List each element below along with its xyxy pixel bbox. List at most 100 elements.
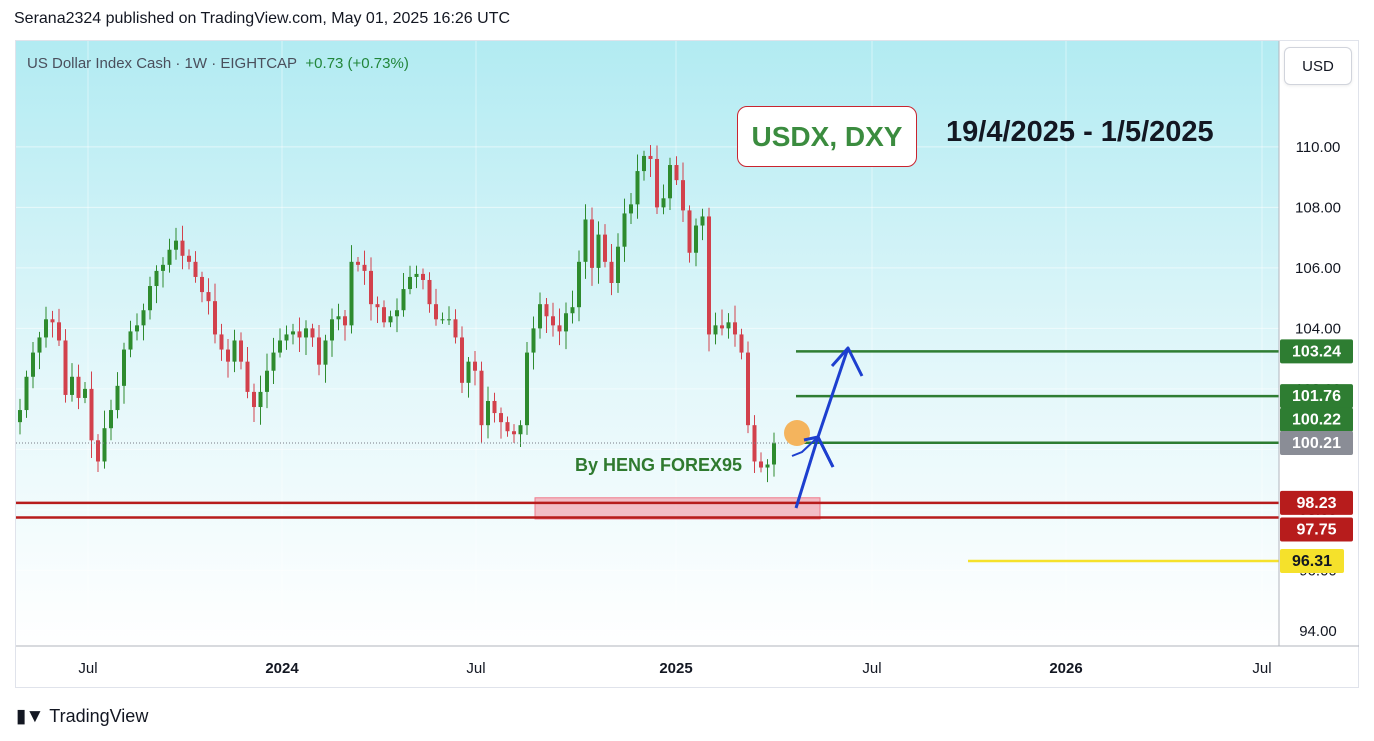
candle-body xyxy=(460,337,464,383)
time-tick-label: 2025 xyxy=(659,660,692,677)
candle-body xyxy=(323,340,328,365)
candle-body xyxy=(200,276,204,293)
candle-body xyxy=(174,240,178,250)
candle-body xyxy=(89,388,94,441)
candle-body xyxy=(18,410,22,423)
candle-body xyxy=(180,240,185,256)
candle-body xyxy=(512,431,516,435)
candle-body xyxy=(70,376,74,395)
chart-annotation-title: USDX, DXY xyxy=(737,106,917,167)
level-label-bg xyxy=(1280,548,1344,573)
candle-body xyxy=(486,400,490,426)
candle-body xyxy=(128,331,133,350)
candle-body xyxy=(453,319,458,338)
candle-body xyxy=(668,165,672,199)
candle-body xyxy=(57,322,61,341)
candle-body xyxy=(720,325,724,329)
candle-body xyxy=(265,370,269,392)
level-label-bg xyxy=(1280,339,1353,364)
candle-body xyxy=(447,319,451,321)
candle-body xyxy=(622,213,627,247)
brand-name: TradingView xyxy=(49,706,149,726)
candle-body xyxy=(596,234,601,268)
candle-body xyxy=(674,165,679,181)
candle-body xyxy=(193,261,198,277)
level-label-bg xyxy=(1280,490,1353,515)
candle-body xyxy=(226,349,230,362)
time-axis[interactable]: Jul 2024 Jul 2025 Jul 2026 Jul xyxy=(78,660,1271,677)
candle-body xyxy=(401,289,406,311)
candle-body xyxy=(96,440,100,462)
symbol-info[interactable]: US Dollar Index Cash · 1W · EIGHTCAP +0.… xyxy=(27,55,409,72)
candle-body xyxy=(187,255,191,262)
candle-body xyxy=(544,304,549,317)
candle-body xyxy=(50,319,55,323)
candle-body xyxy=(37,337,42,353)
currency-button[interactable]: USD xyxy=(1284,47,1352,85)
candle-body xyxy=(219,334,224,350)
candle-body xyxy=(408,276,412,290)
level-label-bg xyxy=(1280,517,1353,542)
candle-body xyxy=(538,304,542,329)
candle-body xyxy=(557,325,562,332)
candle-body xyxy=(388,316,393,323)
candle-body xyxy=(284,334,289,341)
level-label: 98.23 xyxy=(1296,495,1336,512)
candle-body xyxy=(271,352,276,371)
footer-brand[interactable]: ▮▼ TradingView xyxy=(16,705,148,728)
candle-body xyxy=(310,328,315,338)
chart-frame xyxy=(15,40,1359,688)
level-label-bg xyxy=(1280,384,1353,409)
level-labels: 103.24 101.76 100.22 100.21 98.23 97.75 96.31 xyxy=(1280,339,1353,573)
candle-body xyxy=(590,219,594,268)
support-zone-rect xyxy=(534,497,821,520)
price-tick-label: 94.00 xyxy=(1299,623,1337,640)
author-annotation: By HENG FOREX95 xyxy=(575,455,743,475)
symbol-name: US Dollar Index Cash · 1W · EIGHTCAP xyxy=(27,55,298,72)
candle-body xyxy=(603,234,607,262)
candle-body xyxy=(161,264,165,271)
candle-body xyxy=(427,279,432,305)
date-range-annotation: 19/4/2025 - 1/5/2025 xyxy=(946,116,1214,148)
candle-body xyxy=(258,391,263,408)
candle-body xyxy=(232,340,237,362)
level-label: 96.31 xyxy=(1292,553,1332,570)
level-label: 100.21 xyxy=(1292,435,1341,452)
candle-body xyxy=(525,352,529,426)
candle-body xyxy=(135,325,139,332)
price-tick-label: 104.00 xyxy=(1295,320,1341,337)
candle-body xyxy=(154,270,159,287)
level-label: 103.24 xyxy=(1292,343,1341,360)
candle-body xyxy=(278,340,282,353)
candle-body xyxy=(343,316,347,326)
candle-body xyxy=(63,340,68,395)
candle-body xyxy=(726,322,731,329)
candle-body xyxy=(661,198,666,208)
candle-body xyxy=(564,313,568,332)
candle-body xyxy=(687,210,692,253)
candle-body xyxy=(356,261,360,265)
level-label-bg xyxy=(1280,431,1353,456)
level-label: 101.76 xyxy=(1292,388,1341,405)
candle-body xyxy=(167,249,172,265)
time-tick-label: Jul xyxy=(862,660,881,677)
candle-body xyxy=(759,461,763,468)
candle-body xyxy=(304,328,308,338)
candle-body xyxy=(421,273,425,280)
candle-body xyxy=(681,180,685,211)
level-label: 100.22 xyxy=(1292,412,1341,429)
candle-body xyxy=(739,334,744,353)
candle-body xyxy=(349,261,354,326)
candle-body xyxy=(765,464,770,468)
candle-body xyxy=(291,331,295,335)
arrow-path-3 xyxy=(816,347,850,438)
price-change: +0.73 (+0.73%) xyxy=(305,55,409,72)
candle-body xyxy=(635,171,640,205)
candle-body xyxy=(694,225,698,253)
plot-background xyxy=(16,41,1279,646)
arrow-head xyxy=(830,346,864,377)
time-tick-label: 2026 xyxy=(1049,660,1082,677)
candle-body xyxy=(505,422,510,432)
candle-body xyxy=(336,316,341,320)
